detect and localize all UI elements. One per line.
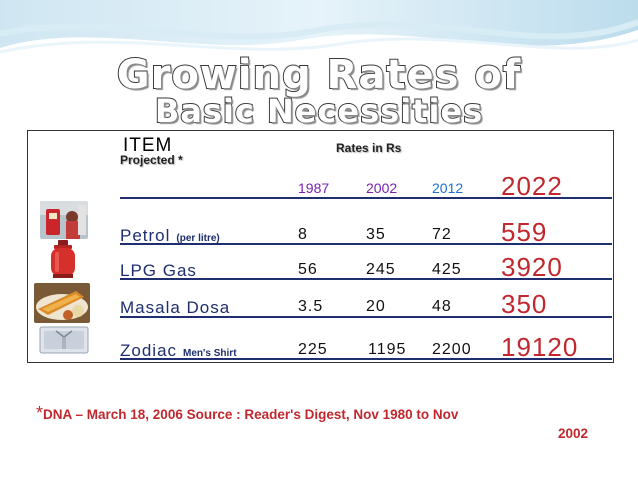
footnote-line-2: 2002: [557, 426, 588, 441]
zodiac-1987: 225: [298, 341, 328, 358]
zodiac-2002: 1195: [368, 341, 407, 358]
title-line-2: Basic Necessities: [154, 91, 484, 131]
row-label-zodiac: Zodiac Men's Shirt: [120, 341, 237, 361]
petrol-2012: 72: [432, 226, 452, 243]
item-column-header: ITEM: [123, 135, 173, 156]
row-label-lpg-gas: LPG Gas: [120, 261, 203, 281]
petrol-2022: 559: [501, 217, 548, 247]
source-footnote: *DNA – March 18, 2006 Source : Reader's …: [36, 404, 616, 443]
table-rule: [120, 316, 612, 318]
row-label-petrol: Petrol (per litre): [120, 226, 220, 246]
rates-table: ITEM Projected * Rates in Rs 1987 2002 2…: [27, 130, 614, 363]
dosa-2022: 350: [501, 289, 548, 319]
footnote-asterisk: *: [36, 403, 44, 423]
year-1987: 1987: [298, 180, 330, 196]
dosa-1987: 3.5: [298, 298, 324, 315]
dosa-2012: 48: [432, 298, 452, 315]
lpg-2002: 245: [366, 261, 396, 278]
gas-cylinder-icon: [48, 239, 78, 279]
lpg-2022: 3920: [501, 252, 563, 282]
table-rule: [120, 197, 612, 199]
title-line-1: Growing Rates of: [116, 51, 522, 99]
row-label-masala-dosa: Masala Dosa: [120, 298, 236, 318]
table-rule: [120, 278, 612, 280]
fuel-pump-icon: [40, 201, 88, 239]
shirt-box-icon: [38, 323, 90, 357]
footnote-line-1: DNA – March 18, 2006 Source : Reader's D…: [43, 407, 459, 422]
table-rule: [120, 243, 612, 245]
petrol-2002: 35: [366, 226, 386, 243]
zodiac-2022: 19120: [501, 332, 579, 362]
item-name: Zodiac: [120, 341, 178, 360]
header-swoosh-decoration: [0, 0, 638, 54]
projected-label: Projected *: [120, 153, 183, 167]
year-2002: 2002: [366, 180, 398, 196]
item-name: LPG Gas: [120, 261, 197, 280]
item-unit: Men's Shirt: [183, 348, 237, 359]
table-rule: [120, 358, 612, 360]
lpg-2012: 425: [432, 261, 462, 278]
rates-header: Rates in Rs: [336, 141, 402, 155]
item-unit: (per litre): [176, 233, 220, 244]
lpg-1987: 56: [298, 261, 318, 278]
item-name: Petrol: [120, 226, 171, 245]
dosa-plate-icon: [34, 283, 90, 323]
petrol-1987: 8: [298, 226, 308, 243]
year-2012: 2012: [432, 180, 464, 196]
dosa-2002: 20: [366, 298, 386, 315]
item-name: Masala Dosa: [120, 298, 231, 317]
year-2022: 2022: [501, 171, 563, 201]
zodiac-2012: 2200: [432, 341, 472, 358]
